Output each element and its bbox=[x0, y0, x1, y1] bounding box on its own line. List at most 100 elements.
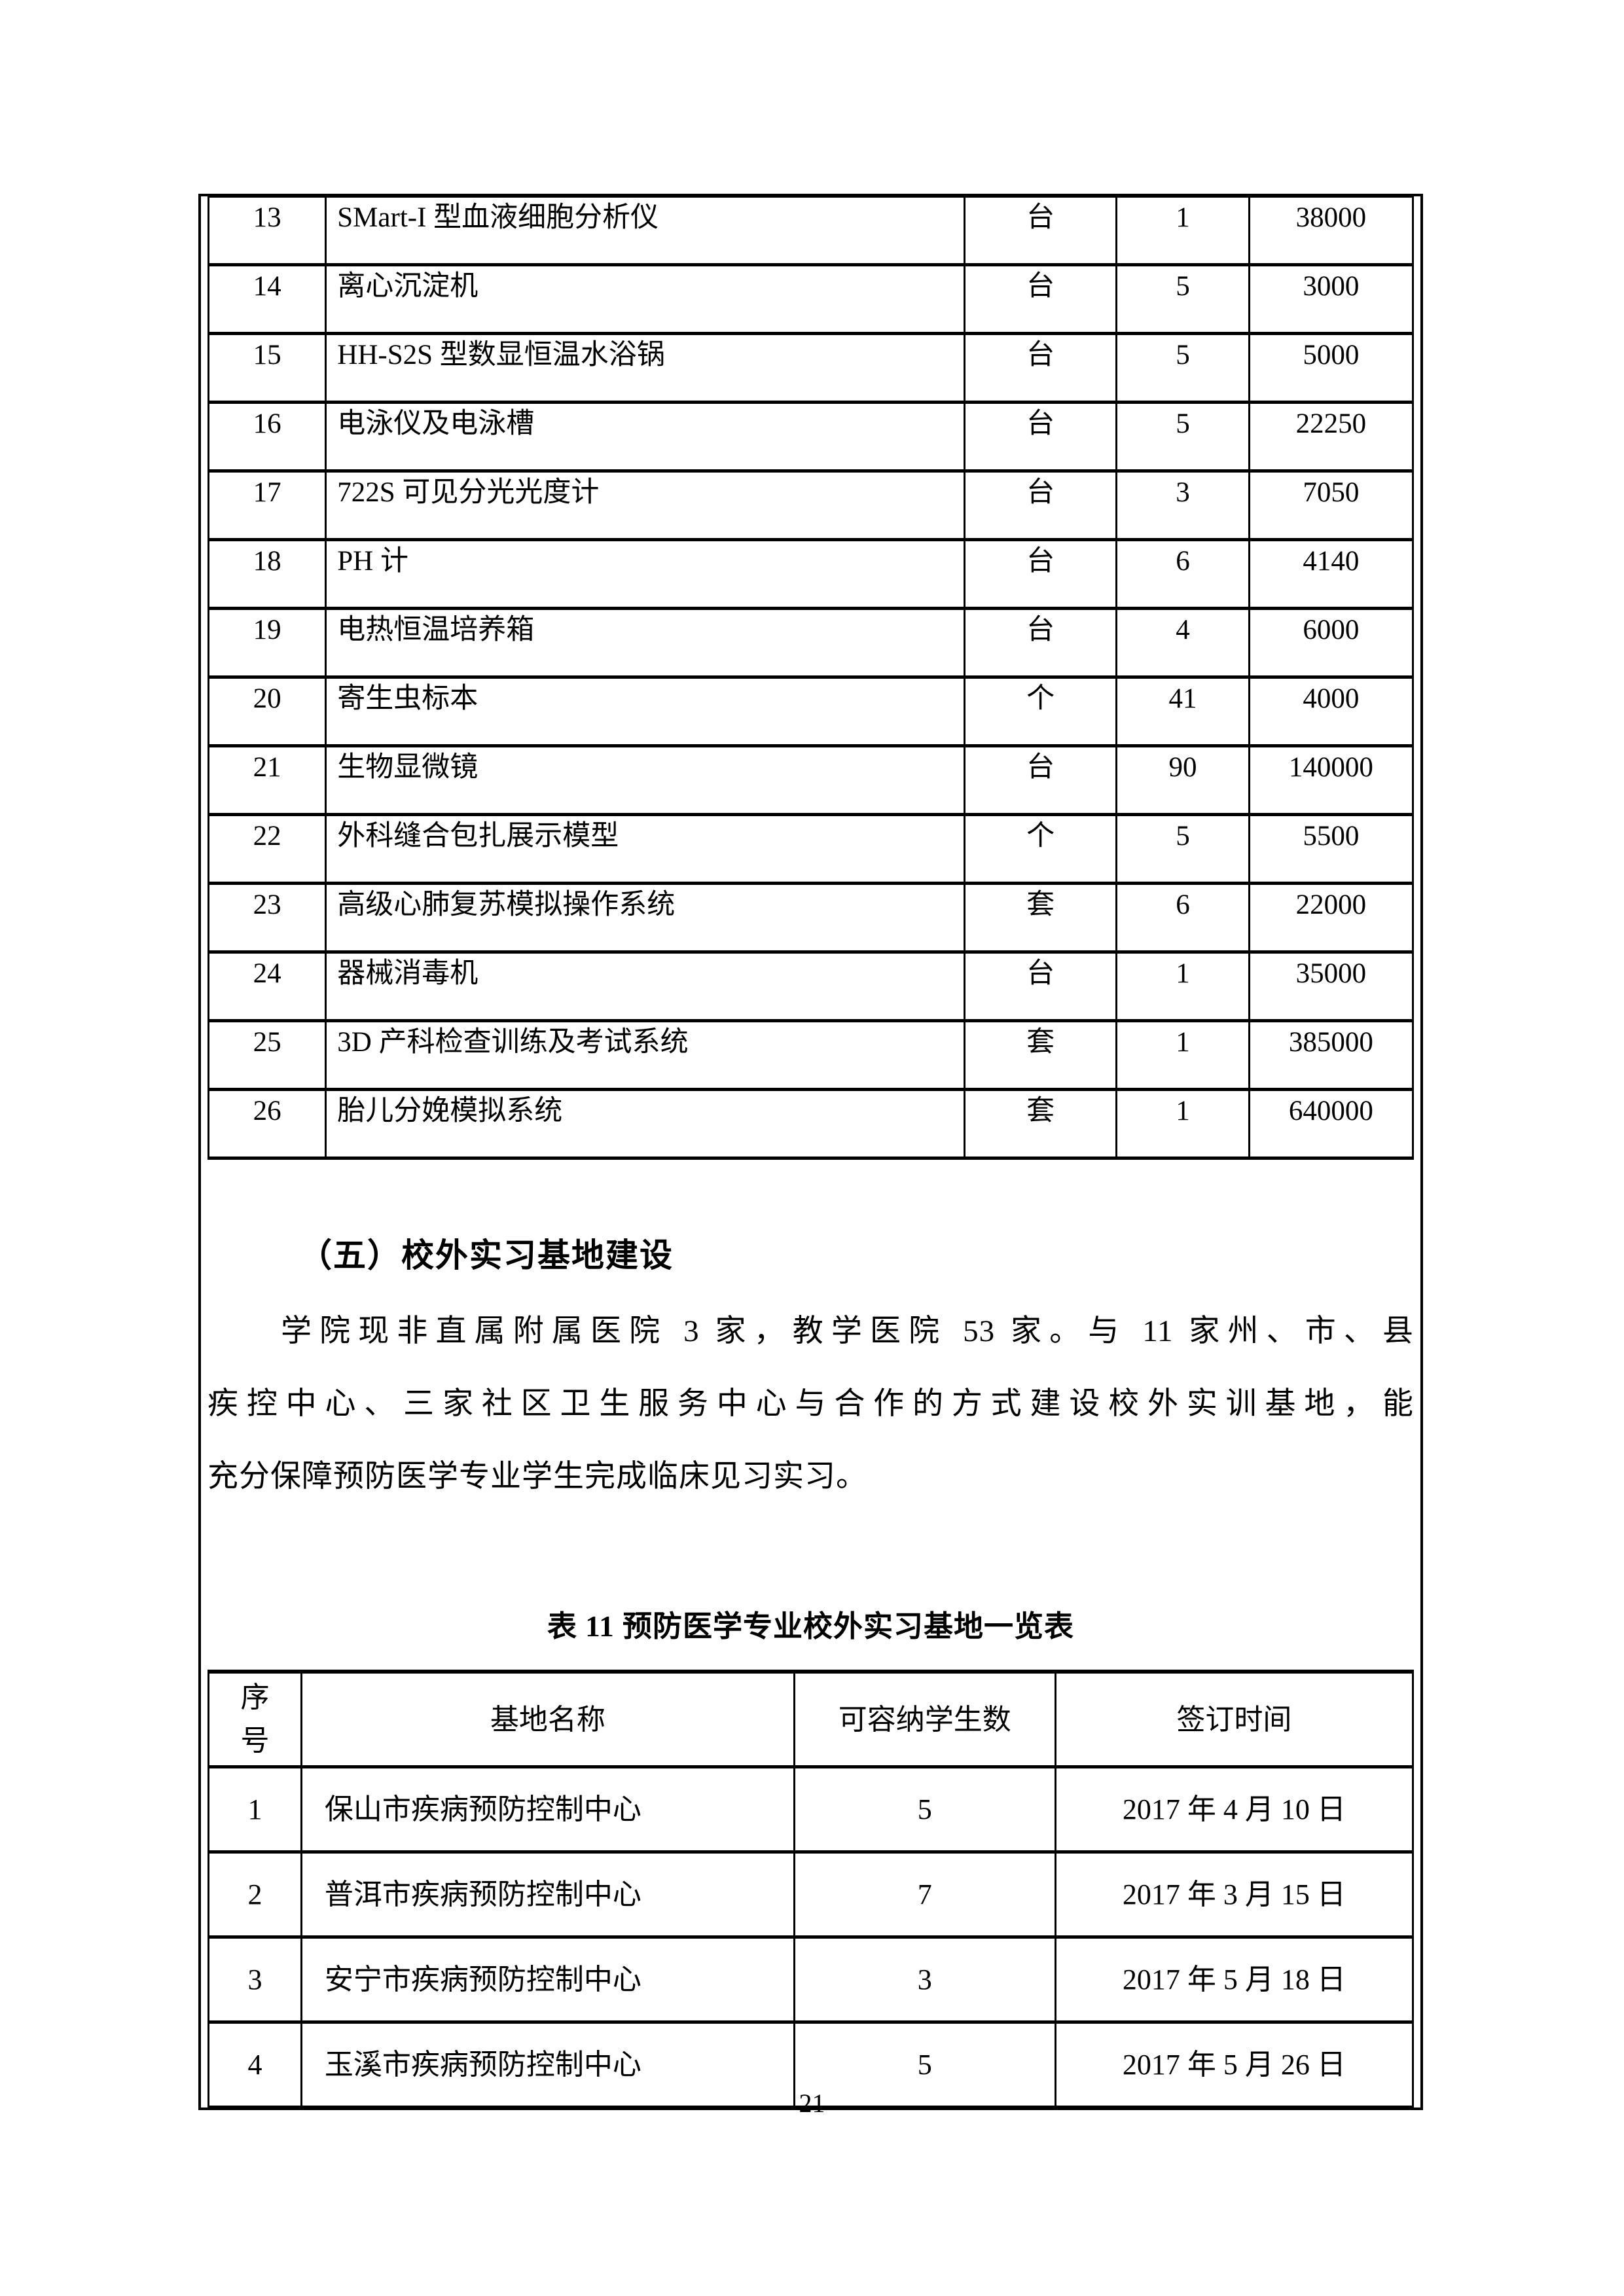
cell-unit: 套 bbox=[963, 1088, 1118, 1160]
cell-name: 离心沉淀机 bbox=[325, 263, 965, 335]
cell-name: SMart-I 型血液细胞分析仪 bbox=[325, 194, 965, 266]
table-row: 21 生物显微镜 台 90 140000 bbox=[207, 744, 1415, 816]
cell-unit: 套 bbox=[963, 882, 1118, 954]
cell-name: 胎儿分娩模拟系统 bbox=[325, 1088, 965, 1160]
cell-name: 高级心肺复苏模拟操作系统 bbox=[325, 882, 965, 954]
cell-unit: 个 bbox=[963, 813, 1118, 885]
cell-price: 140000 bbox=[1248, 744, 1415, 816]
cell-unit: 台 bbox=[963, 194, 1118, 266]
cell-name: 外科缝合包扎展示模型 bbox=[325, 813, 965, 885]
column-header-date: 签订时间 bbox=[1054, 1670, 1415, 1768]
paragraph-line: 学院现非直属附属医院 3 家，教学医院 53 家。与 11 家州、市、县 bbox=[281, 1314, 1414, 1348]
cell-capacity: 3 bbox=[793, 1935, 1056, 2024]
table-row: 20 寄生虫标本 个 41 4000 bbox=[207, 675, 1415, 747]
column-header-no: 序号 bbox=[208, 1670, 302, 1768]
cell-name: 电泳仪及电泳槽 bbox=[325, 401, 965, 473]
cell-qty: 3 bbox=[1115, 469, 1250, 541]
cell-unit: 台 bbox=[963, 263, 1118, 335]
table-row: 18 PH 计 台 6 4140 bbox=[207, 538, 1415, 610]
column-header-base: 基地名称 bbox=[300, 1670, 795, 1768]
cell-unit: 台 bbox=[963, 401, 1118, 473]
cell-no: 13 bbox=[207, 194, 327, 266]
cell-date: 2017 年 4 月 10 日 bbox=[1054, 1765, 1415, 1854]
cell-unit: 台 bbox=[963, 744, 1118, 816]
cell-no: 21 bbox=[207, 744, 327, 816]
cell-no: 20 bbox=[207, 675, 327, 747]
cell-price: 4000 bbox=[1248, 675, 1415, 747]
table-row: 24 器械消毒机 台 1 35000 bbox=[207, 950, 1415, 1022]
table-row: 22 外科缝合包扎展示模型 个 5 5500 bbox=[207, 813, 1415, 885]
table-row: 25 3D 产科检查训练及考试系统 套 1 385000 bbox=[207, 1019, 1415, 1091]
cell-qty: 4 bbox=[1115, 607, 1250, 679]
cell-unit: 个 bbox=[963, 675, 1118, 747]
cell-no: 4 bbox=[208, 2020, 302, 2109]
cell-date: 2017 年 3 月 15 日 bbox=[1054, 1850, 1415, 1939]
cell-name: 722S 可见分光光度计 bbox=[325, 469, 965, 541]
cell-price: 640000 bbox=[1248, 1088, 1415, 1160]
cell-qty: 6 bbox=[1115, 538, 1250, 610]
cell-unit: 台 bbox=[963, 950, 1118, 1022]
cell-no: 19 bbox=[207, 607, 327, 679]
cell-no: 23 bbox=[207, 882, 327, 954]
cell-unit: 台 bbox=[963, 607, 1118, 679]
cell-no: 1 bbox=[208, 1765, 302, 1854]
page-body-border-frame: 13 SMart-I 型血液细胞分析仪 台 1 38000 14 离心沉淀机 台… bbox=[198, 194, 1423, 2110]
cell-unit: 台 bbox=[963, 538, 1118, 610]
column-header-no-label: 序号 bbox=[240, 1681, 270, 1757]
cell-qty: 5 bbox=[1115, 332, 1250, 404]
cell-no: 14 bbox=[207, 263, 327, 335]
cell-price: 22000 bbox=[1248, 882, 1415, 954]
table-row: 15 HH-S2S 型数显恒温水浴锅 台 5 5000 bbox=[207, 332, 1415, 404]
cell-base-name: 玉溪市疾病预防控制中心 bbox=[300, 2020, 795, 2109]
table-row: 23 高级心肺复苏模拟操作系统 套 6 22000 bbox=[207, 882, 1415, 954]
cell-qty: 1 bbox=[1115, 1088, 1250, 1160]
cell-name: 器械消毒机 bbox=[325, 950, 965, 1022]
table11-title: 表 11 预防医学专业校外实习基地一览表 bbox=[547, 1610, 1075, 1643]
cell-price: 385000 bbox=[1248, 1019, 1415, 1091]
table-row: 13 SMart-I 型血液细胞分析仪 台 1 38000 bbox=[207, 194, 1415, 266]
cell-name: 电热恒温培养箱 bbox=[325, 607, 965, 679]
cell-qty: 5 bbox=[1115, 401, 1250, 473]
cell-base-name: 安宁市疾病预防控制中心 bbox=[300, 1935, 795, 2024]
cell-name: PH 计 bbox=[325, 538, 965, 610]
cell-unit: 套 bbox=[963, 1019, 1118, 1091]
cell-price: 7050 bbox=[1248, 469, 1415, 541]
cell-no: 22 bbox=[207, 813, 327, 885]
cell-no: 17 bbox=[207, 469, 327, 541]
column-header-capacity: 可容纳学生数 bbox=[793, 1670, 1056, 1768]
section-paragraph: 学院现非直属附属医院 3 家，教学医院 53 家。与 11 家州、市、县 疾控中… bbox=[208, 1295, 1414, 1513]
cell-price: 3000 bbox=[1248, 263, 1415, 335]
cell-name: 寄生虫标本 bbox=[325, 675, 965, 747]
paragraph-line: 疾控中心、三家社区卫生服务中心与合作的方式建设校外实训基地，能 bbox=[208, 1387, 1414, 1421]
cell-price: 4140 bbox=[1248, 538, 1415, 610]
cell-price: 5000 bbox=[1248, 332, 1415, 404]
equipment-table: 13 SMart-I 型血液细胞分析仪 台 1 38000 14 离心沉淀机 台… bbox=[207, 194, 1415, 1160]
cell-no: 2 bbox=[208, 1850, 302, 1939]
table-row: 2 普洱市疾病预防控制中心 7 2017 年 3 月 15 日 bbox=[208, 1850, 1415, 1939]
cell-name: 3D 产科检查训练及考试系统 bbox=[325, 1019, 965, 1091]
section-heading: （五）校外实习基地建设 bbox=[299, 1237, 674, 1274]
cell-price: 5500 bbox=[1248, 813, 1415, 885]
cell-qty: 6 bbox=[1115, 882, 1250, 954]
cell-qty: 1 bbox=[1115, 1019, 1250, 1091]
table-row: 17 722S 可见分光光度计 台 3 7050 bbox=[207, 469, 1415, 541]
cell-date: 2017 年 5 月 26 日 bbox=[1054, 2020, 1415, 2109]
page-number: 21 bbox=[799, 2089, 825, 2118]
cell-unit: 台 bbox=[963, 469, 1118, 541]
table-header-row: 序号 基地名称 可容纳学生数 签订时间 bbox=[208, 1670, 1415, 1768]
table-row: 4 玉溪市疾病预防控制中心 5 2017 年 5 月 26 日 bbox=[208, 2020, 1415, 2109]
cell-no: 15 bbox=[207, 332, 327, 404]
cell-no: 18 bbox=[207, 538, 327, 610]
cell-base-name: 保山市疾病预防控制中心 bbox=[300, 1765, 795, 1854]
cell-date: 2017 年 5 月 18 日 bbox=[1054, 1935, 1415, 2024]
cell-capacity: 5 bbox=[793, 2020, 1056, 2109]
table-row: 1 保山市疾病预防控制中心 5 2017 年 4 月 10 日 bbox=[208, 1765, 1415, 1854]
cell-qty: 1 bbox=[1115, 194, 1250, 266]
cell-name: HH-S2S 型数显恒温水浴锅 bbox=[325, 332, 965, 404]
cell-capacity: 5 bbox=[793, 1765, 1056, 1854]
paragraph-line: 充分保障预防医学专业学生完成临床见习实习。 bbox=[208, 1460, 867, 1494]
cell-price: 38000 bbox=[1248, 194, 1415, 266]
cell-unit: 台 bbox=[963, 332, 1118, 404]
cell-capacity: 7 bbox=[793, 1850, 1056, 1939]
